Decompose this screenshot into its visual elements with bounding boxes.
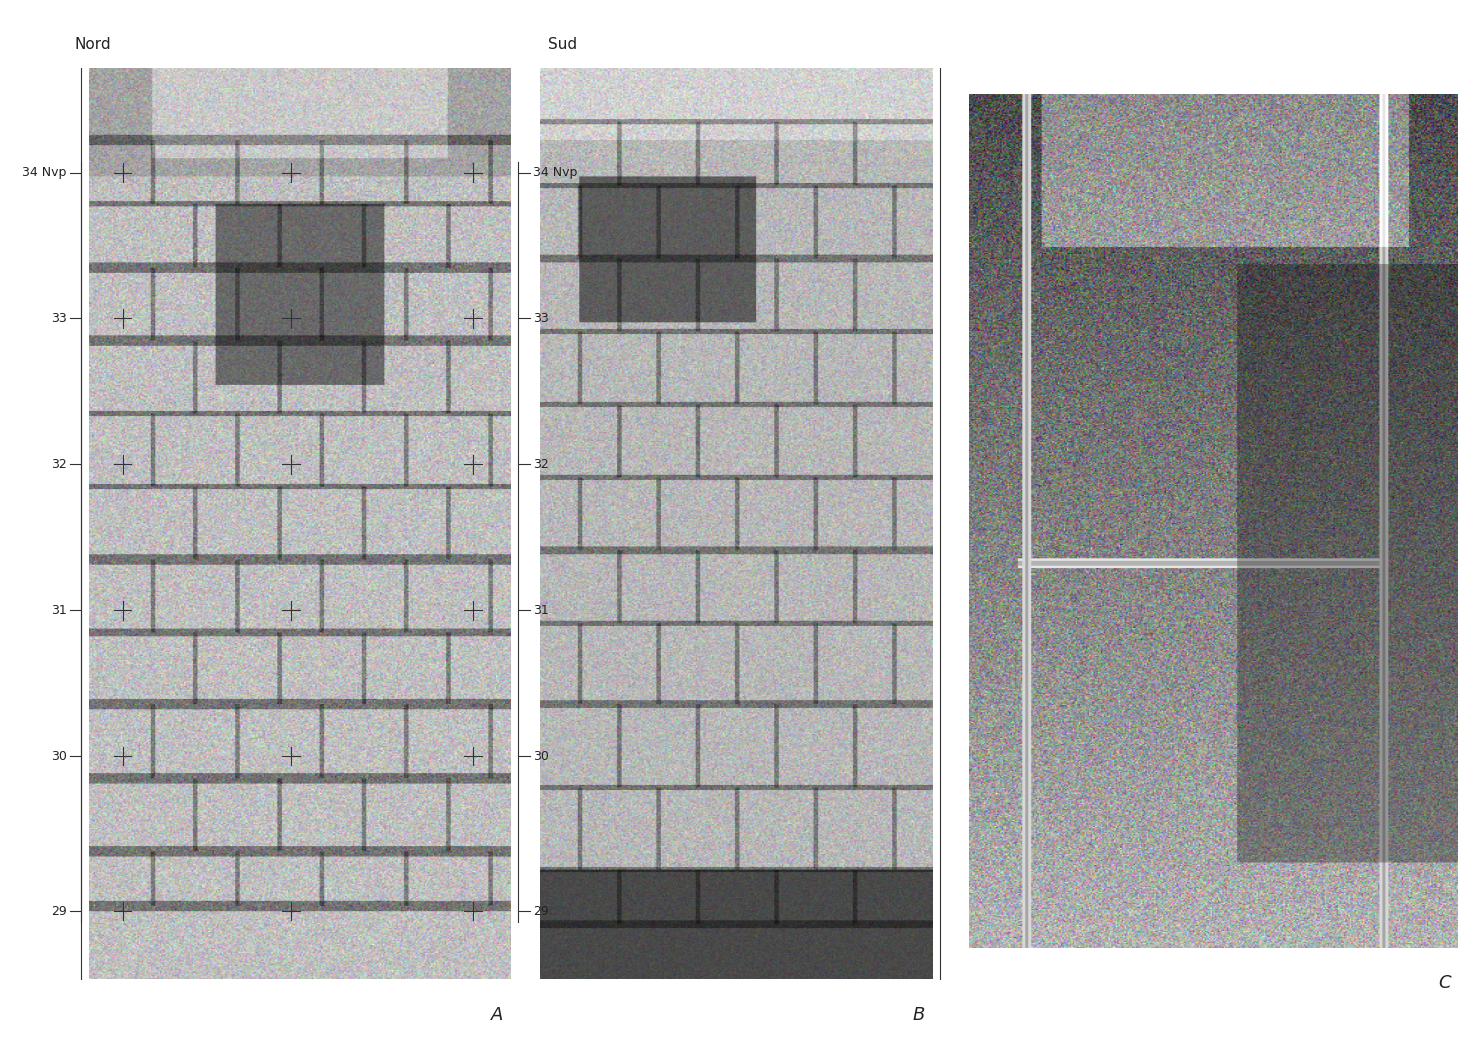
Text: 29: 29 (50, 904, 67, 918)
Text: 31: 31 (533, 603, 549, 617)
Text: 33: 33 (50, 312, 67, 325)
Text: C: C (1437, 974, 1450, 992)
Text: 29: 29 (533, 904, 549, 918)
Text: 32: 32 (533, 457, 549, 471)
Text: 33: 33 (533, 312, 549, 325)
Text: 32: 32 (50, 457, 67, 471)
Text: 34 Nvp: 34 Nvp (533, 166, 577, 179)
Text: 31: 31 (50, 603, 67, 617)
Text: Sud: Sud (548, 38, 577, 52)
Text: Nord: Nord (74, 38, 111, 52)
Text: 30: 30 (533, 749, 549, 763)
Text: 34 Nvp: 34 Nvp (22, 166, 67, 179)
Text: 30: 30 (50, 749, 67, 763)
Text: A: A (491, 1006, 503, 1023)
Text: B: B (913, 1006, 925, 1023)
